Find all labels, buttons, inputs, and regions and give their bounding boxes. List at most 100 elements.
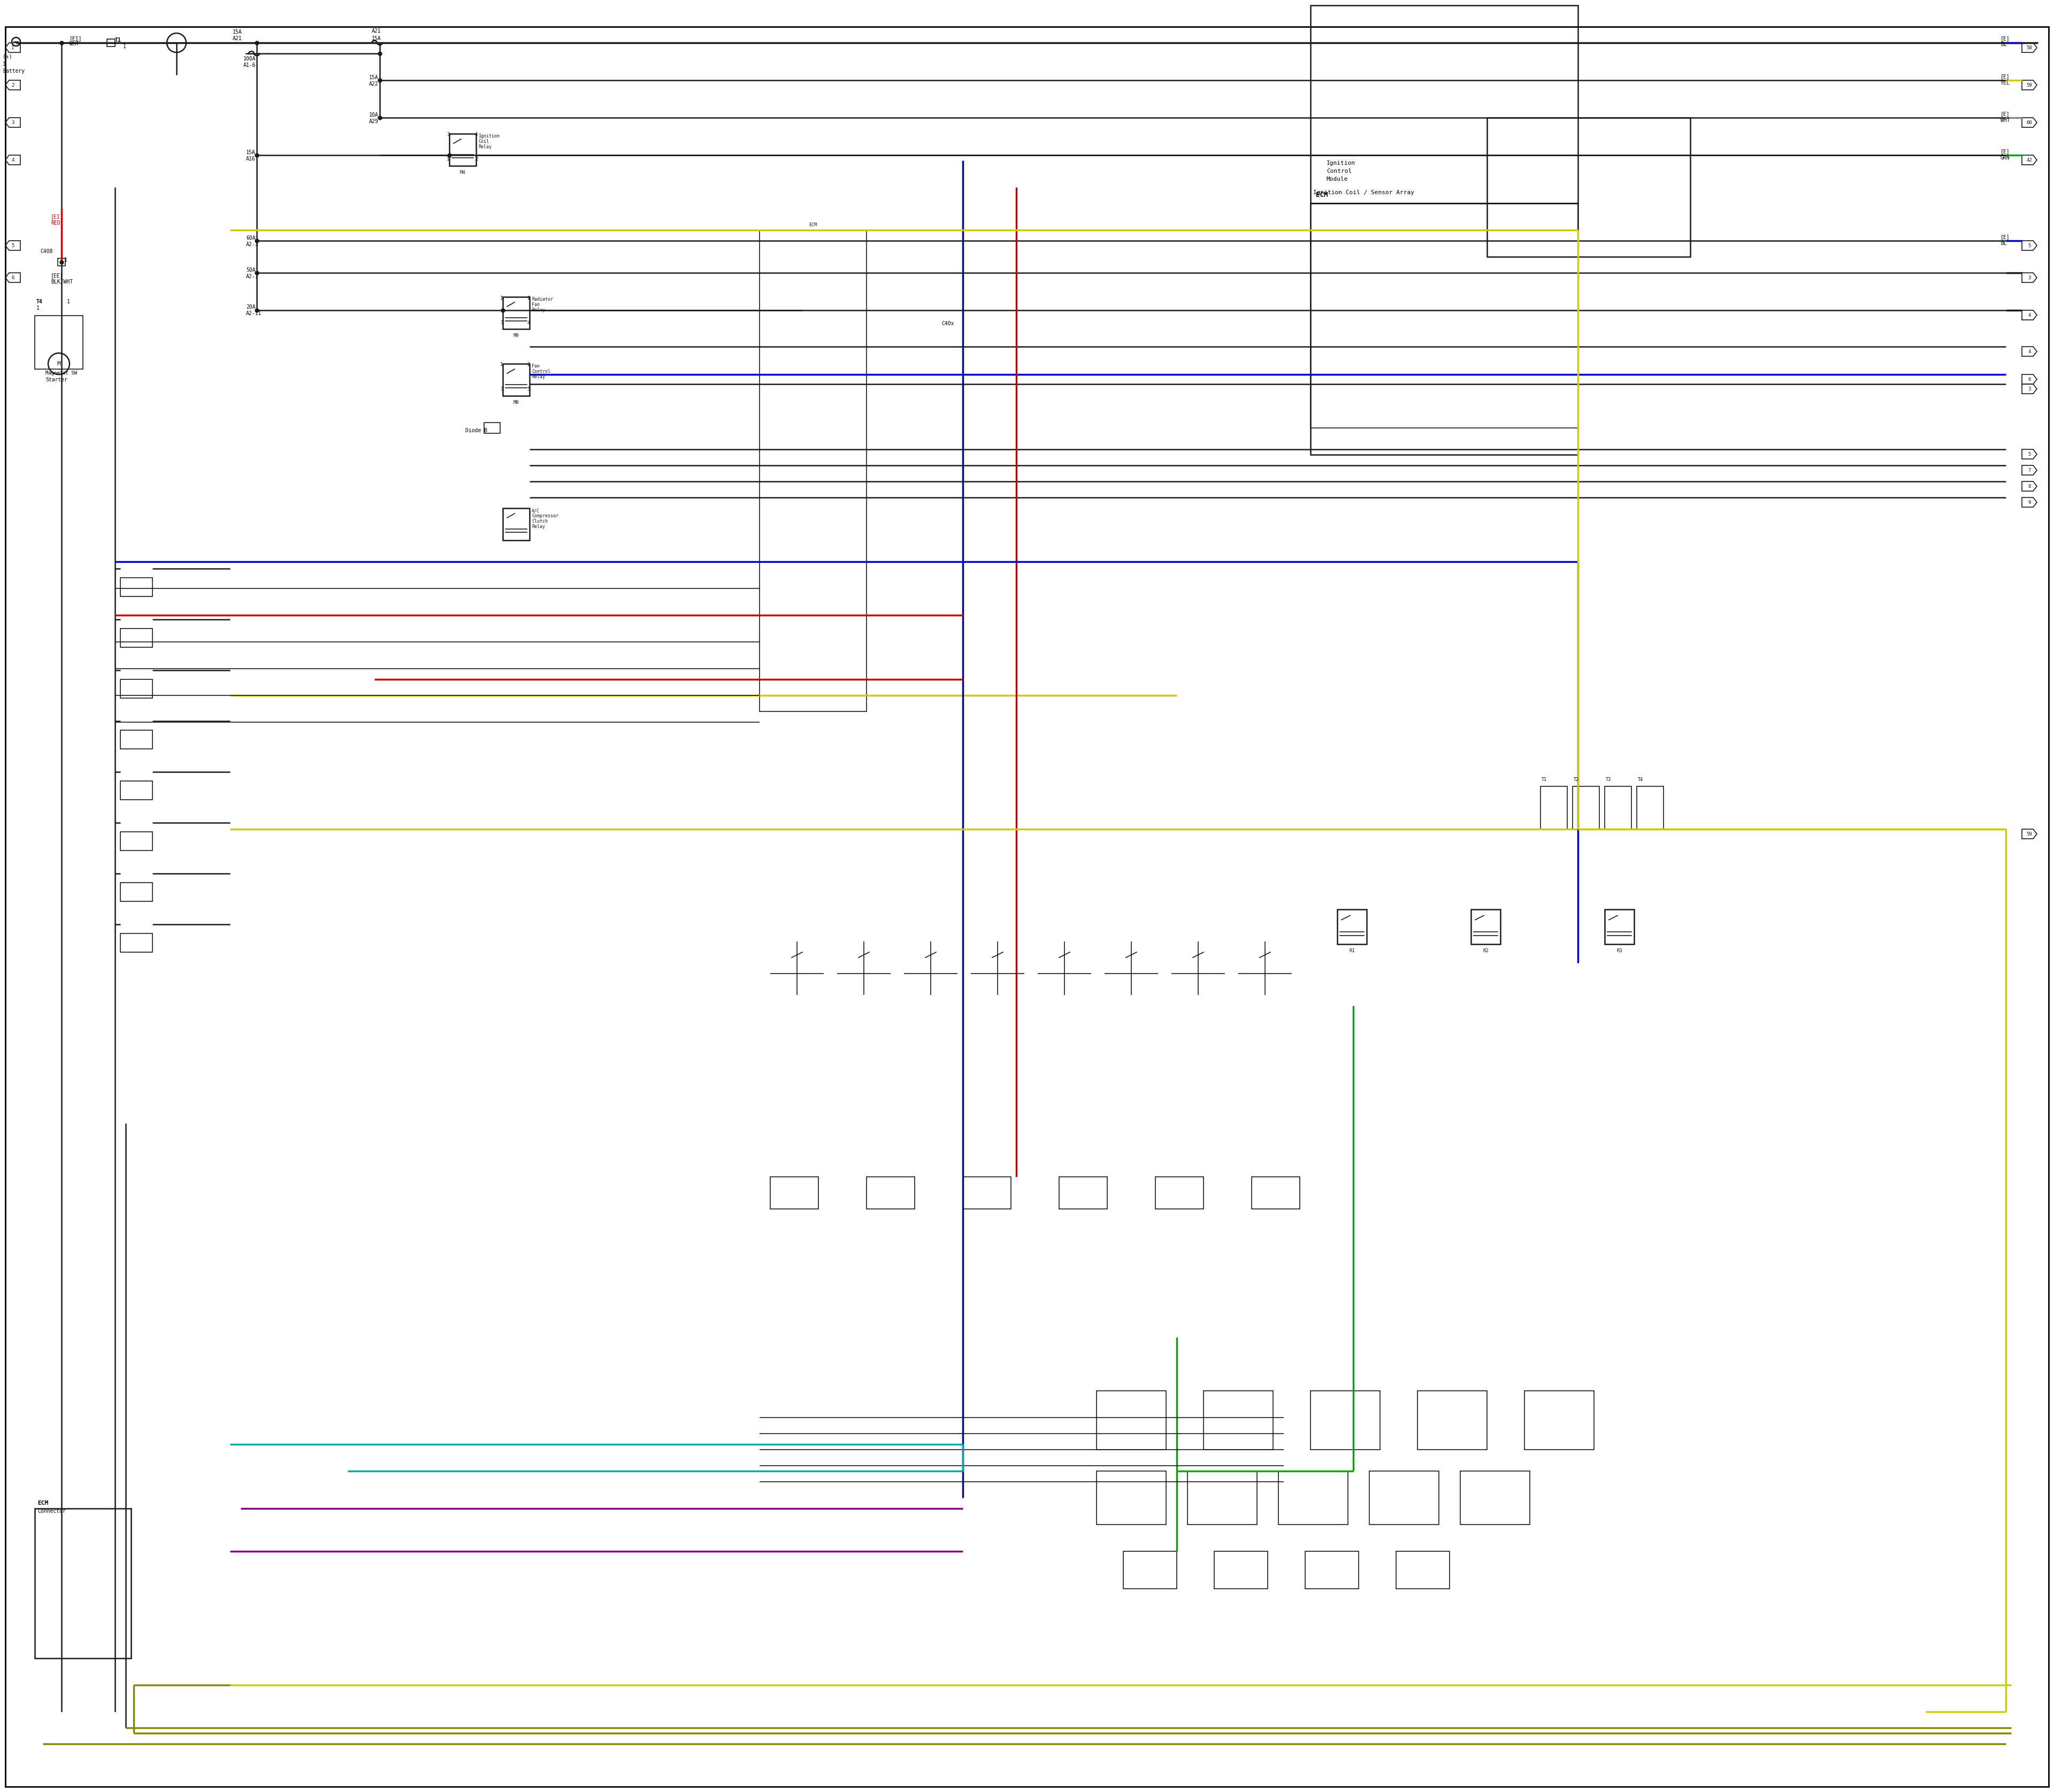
Bar	[121, 629, 152, 647]
Text: GRN: GRN	[2001, 156, 2011, 161]
Bar	[121, 934, 152, 952]
Text: WHT: WHT	[70, 41, 78, 47]
Text: 2: 2	[528, 296, 530, 301]
Bar	[107, 39, 115, 47]
Text: A21: A21	[232, 36, 242, 41]
Text: 15A: 15A	[246, 151, 255, 156]
Text: 5: 5	[528, 387, 530, 392]
Bar	[35, 315, 82, 369]
Text: A21: A21	[372, 29, 382, 34]
Bar	[1310, 202, 1577, 455]
Text: A2-1: A2-1	[246, 274, 259, 280]
Text: 15A: 15A	[372, 36, 382, 41]
Text: M: M	[58, 360, 62, 366]
Text: 2: 2	[474, 158, 479, 161]
Text: 5: 5	[2027, 452, 2031, 457]
Text: [E]: [E]	[2001, 36, 2011, 41]
Text: BL: BL	[2001, 240, 2007, 246]
Bar	[1310, 1391, 1380, 1450]
Bar	[1604, 787, 1631, 830]
Bar	[1187, 1471, 1257, 1525]
Bar	[1278, 1471, 1347, 1525]
Text: [EE]: [EE]	[51, 272, 64, 278]
Text: Ignition Coil / Sensor Array: Ignition Coil / Sensor Array	[1313, 190, 1415, 195]
Text: 3: 3	[2027, 276, 2031, 280]
Text: A16: A16	[246, 156, 255, 161]
Text: 1: 1	[499, 296, 503, 301]
Text: 15A: 15A	[232, 29, 242, 34]
Text: A/C: A/C	[532, 509, 540, 513]
Bar	[1060, 1177, 1107, 1210]
Bar	[770, 1177, 817, 1210]
Text: Coil: Coil	[479, 140, 489, 143]
Bar	[1124, 1552, 1177, 1590]
Text: T2: T2	[1573, 778, 1580, 783]
Bar	[1251, 1177, 1300, 1210]
Text: 4: 4	[12, 158, 14, 163]
Text: 20A: 20A	[246, 305, 255, 310]
Text: 5: 5	[12, 244, 14, 247]
Text: 9: 9	[2027, 500, 2031, 505]
Bar	[121, 883, 152, 901]
Text: [E]: [E]	[2001, 235, 2011, 240]
Text: R3: R3	[1616, 948, 1623, 953]
Bar	[1097, 1471, 1167, 1525]
Text: 1: 1	[2, 61, 6, 66]
Bar	[35, 1509, 131, 1658]
Text: R2: R2	[1483, 948, 1489, 953]
Text: A22: A22	[370, 81, 378, 86]
Bar	[963, 1177, 1011, 1210]
Bar	[1604, 909, 1635, 944]
Text: [EI]: [EI]	[70, 36, 82, 41]
Text: M4: M4	[460, 170, 466, 176]
Text: [E]: [E]	[2001, 73, 2011, 79]
Bar	[1304, 1552, 1358, 1590]
Text: 4: 4	[2027, 312, 2031, 317]
Text: 58: 58	[2027, 45, 2031, 50]
Text: A29: A29	[370, 118, 378, 124]
Bar	[1637, 787, 1664, 830]
Bar	[121, 781, 152, 799]
Bar	[58, 258, 66, 265]
Text: ECM: ECM	[1317, 192, 1327, 199]
Bar	[1524, 1391, 1594, 1450]
Text: T1: T1	[1543, 778, 1547, 783]
Text: 8: 8	[2027, 484, 2031, 489]
Bar	[1573, 787, 1600, 830]
Text: Battery: Battery	[2, 68, 25, 73]
Bar	[1097, 1391, 1167, 1450]
Text: Fan: Fan	[532, 303, 540, 306]
Text: 3: 3	[2027, 387, 2031, 391]
Text: [E]: [E]	[2001, 111, 2011, 116]
Text: T3: T3	[1606, 778, 1610, 783]
Bar	[1310, 5, 1577, 202]
Text: A2-3: A2-3	[246, 242, 259, 247]
Text: 1: 1	[37, 305, 39, 310]
Bar	[1154, 1177, 1204, 1210]
Text: A1-6: A1-6	[242, 63, 257, 68]
Text: BLK/WHT: BLK/WHT	[51, 280, 72, 285]
Text: C408: C408	[41, 249, 53, 254]
Text: 50A: 50A	[246, 267, 255, 272]
Text: 2: 2	[12, 82, 14, 88]
Text: Relay: Relay	[532, 375, 544, 380]
Bar	[760, 229, 867, 711]
Bar	[1540, 787, 1567, 830]
Text: 1: 1	[64, 258, 68, 263]
Text: 60A: 60A	[246, 235, 255, 240]
Text: 42: 42	[2027, 158, 2031, 163]
Text: ECM: ECM	[37, 1500, 49, 1505]
Text: 1: 1	[446, 158, 450, 161]
Bar	[1370, 1471, 1440, 1525]
Bar	[1417, 1391, 1487, 1450]
Text: [E]: [E]	[2001, 149, 2011, 154]
Text: A2-11: A2-11	[246, 310, 261, 315]
Bar	[1214, 1552, 1267, 1590]
Text: 59: 59	[2027, 82, 2031, 88]
Text: 7: 7	[2027, 468, 2031, 473]
Bar	[503, 297, 530, 330]
Text: T1: T1	[115, 38, 121, 43]
Bar	[1337, 909, 1366, 944]
Bar	[1310, 202, 1577, 428]
Text: Fan: Fan	[532, 364, 540, 369]
